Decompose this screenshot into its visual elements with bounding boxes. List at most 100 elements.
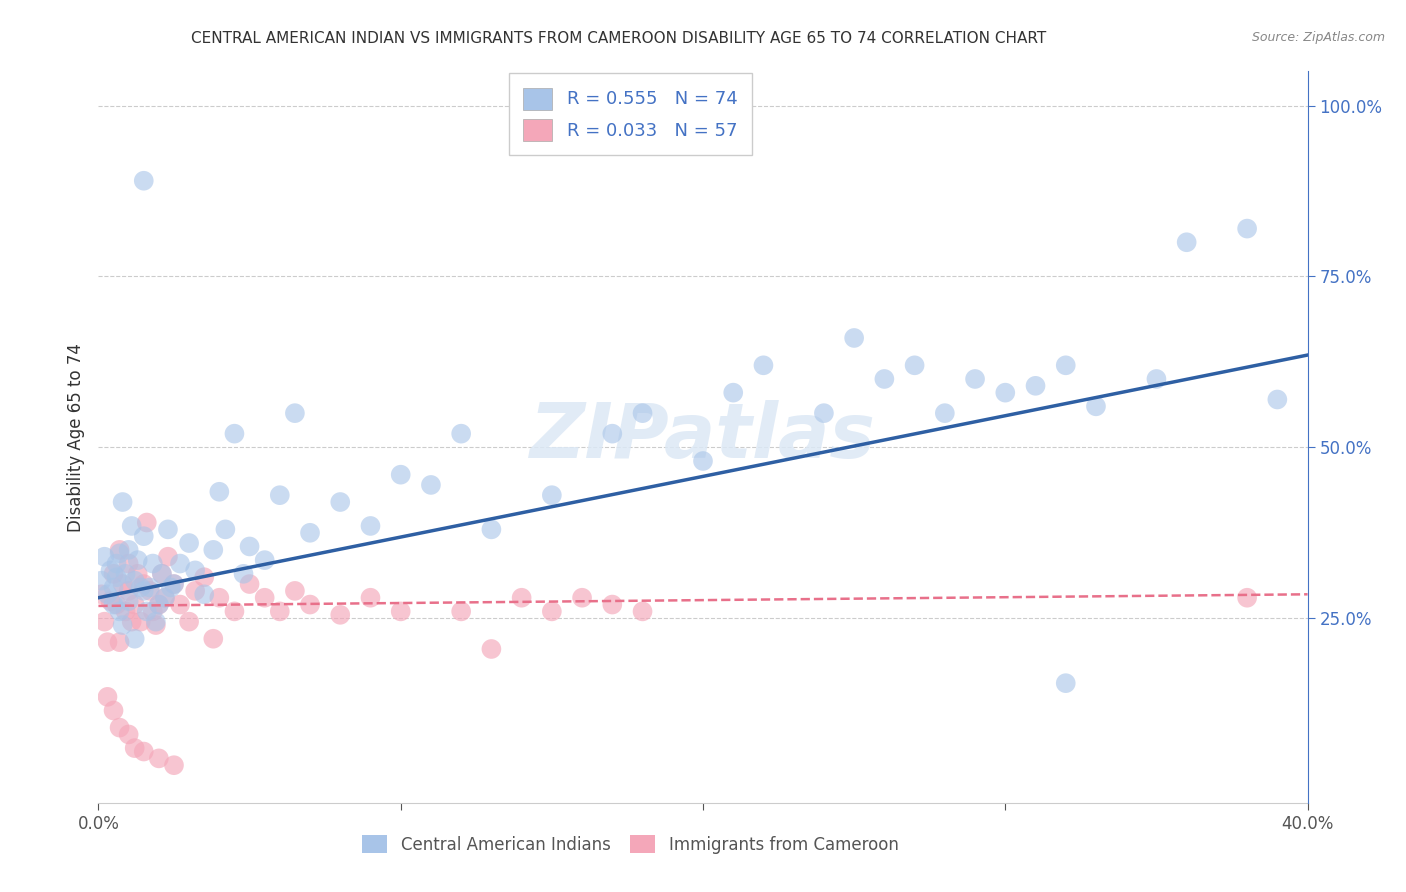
Point — [96, 587, 118, 601]
Point — [132, 529, 155, 543]
Point — [1267, 392, 1289, 407]
Point — [90, 587, 112, 601]
Point — [1054, 359, 1077, 373]
Point — [153, 591, 176, 605]
Point — [105, 570, 128, 584]
Point — [193, 587, 215, 601]
Point — [873, 372, 896, 386]
Point — [193, 570, 215, 584]
Point — [752, 359, 775, 373]
Point — [118, 583, 141, 598]
Point — [132, 583, 155, 598]
Point — [1024, 379, 1046, 393]
Point — [124, 574, 146, 588]
Point — [93, 615, 115, 629]
Point — [103, 566, 125, 581]
Point — [150, 566, 173, 581]
Point — [1144, 372, 1167, 386]
Point — [232, 566, 254, 581]
Point — [124, 598, 146, 612]
Point — [127, 566, 149, 581]
Point — [132, 174, 155, 188]
Point — [692, 454, 714, 468]
Point — [184, 583, 207, 598]
Point — [269, 488, 291, 502]
Point — [103, 598, 125, 612]
Point — [111, 495, 134, 509]
Point — [108, 604, 131, 618]
Point — [224, 604, 246, 618]
Point — [299, 598, 322, 612]
Point — [129, 615, 152, 629]
Point — [224, 426, 246, 441]
Point — [329, 607, 352, 622]
Point — [160, 581, 183, 595]
Point — [108, 542, 131, 557]
Point — [179, 536, 201, 550]
Point — [142, 557, 165, 571]
Point — [124, 632, 146, 646]
Point — [253, 553, 276, 567]
Point — [1236, 221, 1258, 235]
Text: CENTRAL AMERICAN INDIAN VS IMMIGRANTS FROM CAMEROON DISABILITY AGE 65 TO 74 CORR: CENTRAL AMERICAN INDIAN VS IMMIGRANTS FR… — [191, 31, 1046, 46]
Point — [934, 406, 956, 420]
Point — [813, 406, 835, 420]
Point — [103, 704, 125, 718]
Point — [96, 635, 118, 649]
Point — [129, 581, 152, 595]
Point — [114, 604, 136, 618]
Point — [202, 632, 225, 646]
Point — [148, 598, 170, 612]
Point — [127, 553, 149, 567]
Point — [108, 721, 131, 735]
Point — [114, 566, 136, 581]
Point — [844, 331, 866, 345]
Point — [994, 385, 1017, 400]
Point — [389, 467, 412, 482]
Point — [904, 359, 927, 373]
Point — [631, 406, 654, 420]
Point — [135, 516, 157, 530]
Point — [105, 598, 128, 612]
Point — [150, 566, 173, 581]
Point — [156, 522, 179, 536]
Point — [96, 690, 118, 704]
Point — [100, 563, 122, 577]
Point — [510, 591, 533, 605]
Point — [121, 519, 143, 533]
Point — [602, 598, 624, 612]
Point — [239, 540, 262, 554]
Point — [202, 542, 225, 557]
Point — [360, 519, 382, 533]
Point — [360, 591, 382, 605]
Point — [239, 577, 262, 591]
Point — [540, 604, 562, 618]
Point — [132, 577, 155, 591]
Point — [329, 495, 352, 509]
Point — [108, 635, 131, 649]
Point — [1054, 676, 1077, 690]
Point — [450, 426, 472, 441]
Point — [602, 426, 624, 441]
Point — [169, 598, 191, 612]
Point — [965, 372, 987, 386]
Point — [118, 594, 141, 608]
Point — [148, 751, 170, 765]
Point — [153, 591, 176, 605]
Point — [139, 583, 162, 598]
Y-axis label: Disability Age 65 to 74: Disability Age 65 to 74 — [66, 343, 84, 532]
Point — [135, 604, 157, 618]
Point — [142, 604, 165, 618]
Point — [148, 598, 170, 612]
Point — [163, 577, 186, 591]
Point — [90, 574, 112, 588]
Point — [214, 522, 236, 536]
Point — [145, 615, 167, 629]
Point — [1175, 235, 1198, 250]
Point — [389, 604, 412, 618]
Text: Source: ZipAtlas.com: Source: ZipAtlas.com — [1251, 31, 1385, 45]
Point — [118, 557, 141, 571]
Point — [163, 577, 186, 591]
Point — [420, 478, 443, 492]
Point — [118, 542, 141, 557]
